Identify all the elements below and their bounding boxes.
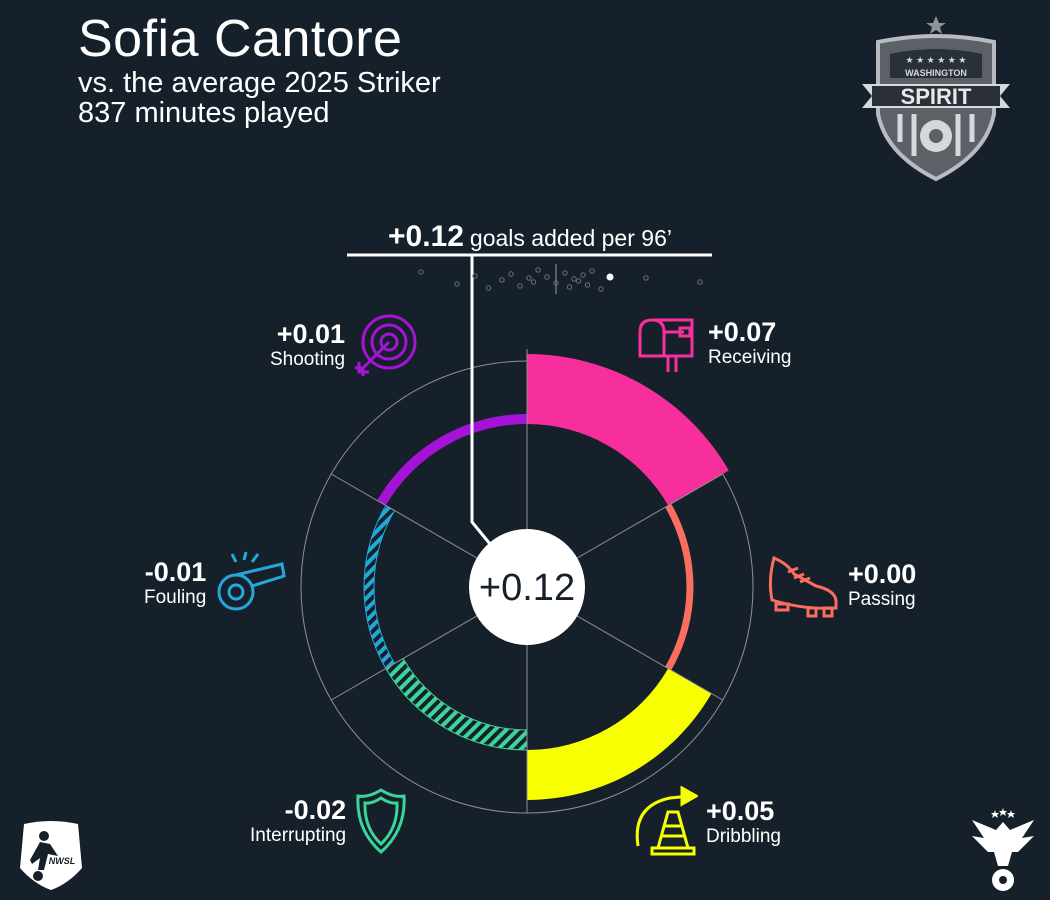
strip-point	[589, 268, 595, 274]
target-icon	[355, 314, 417, 376]
dribbling-label: Dribbling	[706, 826, 781, 847]
shooting-value: +0.01	[276, 319, 346, 349]
strip-point	[472, 273, 478, 279]
whistle-icon	[217, 551, 287, 611]
receiving-bar	[527, 354, 729, 506]
shooting-label: Shooting	[270, 349, 346, 370]
metric-receiving: +0.07 Receiving	[636, 312, 791, 374]
cleat-icon	[768, 555, 838, 618]
strip-point	[485, 285, 492, 291]
connector-line	[470, 255, 492, 545]
fouling-label: Fouling	[144, 587, 207, 608]
fouling-value: -0.01	[144, 557, 207, 587]
mailbox-icon	[638, 318, 694, 372]
strip-point	[508, 271, 514, 277]
strip-point	[454, 281, 460, 287]
passing-bar	[665, 503, 694, 671]
strip-point	[418, 269, 424, 275]
strip-highlight-point	[606, 273, 614, 281]
center-circle	[469, 529, 585, 645]
minutes-subtitle: 837 minutes played	[78, 97, 330, 129]
strip-point	[580, 272, 586, 278]
nwsl-logo: NWSL	[20, 821, 82, 890]
nwsl-logo-text: NWSL	[49, 856, 76, 866]
strip-point	[535, 267, 541, 273]
metric-interrupting: -0.02 Interrupting	[250, 786, 408, 856]
strip-point	[526, 275, 532, 281]
headline-value: +0.12	[388, 220, 464, 253]
strip-point	[571, 276, 577, 282]
passing-label: Passing	[848, 589, 916, 610]
strip-point	[530, 279, 537, 285]
strip-point	[562, 270, 568, 276]
interrupting-bar	[385, 657, 528, 751]
strip-point	[566, 284, 573, 290]
metric-fouling: -0.01 Fouling	[144, 550, 288, 616]
washington-spirit-crest: ★ ★ ★ ★ ★ ★ WASHINGTON SPIRIT	[862, 16, 1010, 182]
dribbling-value: +0.05	[706, 796, 775, 826]
dribbling-bar	[527, 668, 712, 800]
receiving-value: +0.07	[708, 317, 777, 347]
metric-shooting: +0.01 Shooting	[270, 312, 419, 378]
strip-point	[517, 283, 523, 289]
strip-point	[544, 274, 550, 280]
strip-point	[499, 277, 505, 283]
passing-value: +0.00	[848, 559, 917, 589]
svg-text:★ ★ ★ ★ ★ ★: ★ ★ ★ ★ ★ ★	[906, 55, 967, 65]
fouling-bar	[363, 504, 396, 670]
strip-point	[598, 286, 604, 292]
title-block: Sofia Cantore vs. the average 2025 Strik…	[78, 10, 441, 128]
crest-top-text: WASHINGTON	[905, 68, 967, 78]
strip-point	[575, 278, 582, 284]
strip-point	[697, 279, 703, 285]
center-value: +0.12	[479, 567, 575, 609]
comparison-subtitle: vs. the average 2025 Striker	[78, 67, 441, 99]
eagle-logo	[972, 808, 1034, 891]
interrupting-label: Interrupting	[250, 825, 347, 846]
interrupting-value: -0.02	[284, 795, 347, 825]
shooting-bar	[377, 414, 527, 506]
cone-icon	[635, 786, 698, 856]
headline-text: goals added per 96’	[470, 225, 672, 251]
receiving-label: Receiving	[708, 347, 792, 368]
crest-main-text: SPIRIT	[901, 84, 972, 109]
player-name: Sofia Cantore	[78, 10, 403, 68]
metric-passing: +0.00 Passing	[764, 550, 916, 620]
headline: +0.12 goals added per 96’	[388, 220, 672, 253]
strip-point	[584, 282, 591, 288]
strip-point	[643, 275, 649, 281]
metric-dribbling: +0.05 Dribbling	[630, 786, 781, 858]
shield-icon	[356, 788, 406, 854]
